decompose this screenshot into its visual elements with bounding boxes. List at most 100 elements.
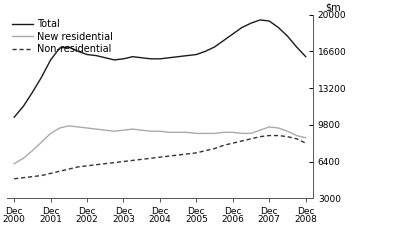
New residential (12, 162, 17, 165)
Non-residential (85, 164, 89, 167)
Total (167, 56, 172, 59)
New residential (121, 129, 126, 131)
Total (57, 47, 62, 49)
Non-residential (167, 155, 172, 158)
Total (230, 33, 235, 35)
Non-residential (294, 137, 299, 140)
New residential (203, 132, 208, 135)
Non-residential (176, 154, 181, 156)
Non-residential (130, 159, 135, 162)
New residential (303, 136, 308, 139)
Non-residential (48, 172, 53, 175)
Non-residential (103, 162, 108, 165)
Total (185, 54, 190, 57)
Non-residential (303, 142, 308, 145)
New residential (57, 127, 62, 129)
New residential (75, 126, 80, 128)
New residential (239, 132, 244, 135)
New residential (139, 129, 144, 131)
Non-residential (194, 151, 199, 154)
Total (12, 116, 17, 118)
Total (285, 35, 290, 37)
Non-residential (66, 168, 71, 170)
Non-residential (230, 142, 235, 145)
New residential (176, 131, 181, 134)
New residential (249, 132, 253, 135)
Non-residential (249, 137, 253, 140)
Non-residential (267, 134, 272, 137)
Total (194, 53, 199, 56)
New residential (167, 131, 172, 134)
New residential (158, 130, 162, 133)
New residential (103, 129, 108, 131)
New residential (48, 132, 53, 135)
Total (66, 46, 71, 48)
New residential (285, 130, 290, 133)
New residential (185, 131, 190, 134)
Non-residential (30, 175, 35, 178)
Total (239, 26, 244, 29)
Total (212, 46, 217, 48)
Total (48, 59, 53, 61)
Non-residential (158, 156, 162, 158)
Non-residential (148, 157, 153, 160)
Non-residential (185, 153, 190, 155)
New residential (66, 124, 71, 127)
Non-residential (139, 158, 144, 161)
Non-residential (39, 174, 44, 177)
Non-residential (258, 135, 262, 138)
Line: Non-residential: Non-residential (14, 136, 306, 179)
Line: Total: Total (14, 20, 306, 117)
Total (39, 76, 44, 79)
New residential (148, 130, 153, 133)
New residential (85, 127, 89, 129)
Total (148, 57, 153, 60)
Non-residential (212, 147, 217, 150)
Total (249, 22, 253, 25)
New residential (39, 141, 44, 143)
Text: $m: $m (325, 3, 341, 13)
Total (94, 54, 98, 57)
New residential (221, 131, 226, 134)
Non-residential (57, 170, 62, 173)
New residential (94, 128, 98, 131)
New residential (112, 130, 117, 133)
Non-residential (221, 144, 226, 147)
Total (203, 50, 208, 53)
Total (276, 26, 281, 29)
Total (303, 55, 308, 58)
New residential (230, 131, 235, 134)
Non-residential (239, 140, 244, 142)
Total (158, 57, 162, 60)
Non-residential (121, 160, 126, 163)
Total (21, 105, 26, 108)
Legend: Total, New residential, Non-residential: Total, New residential, Non-residential (12, 19, 113, 54)
Total (221, 39, 226, 42)
Non-residential (94, 163, 98, 166)
New residential (276, 127, 281, 129)
Non-residential (12, 178, 17, 180)
Total (75, 50, 80, 53)
Non-residential (21, 176, 26, 179)
Non-residential (112, 161, 117, 164)
Total (103, 56, 108, 59)
Total (30, 91, 35, 94)
Total (130, 55, 135, 58)
New residential (294, 134, 299, 137)
Total (112, 59, 117, 61)
Line: New residential: New residential (14, 126, 306, 164)
Total (85, 53, 89, 56)
Total (176, 55, 181, 58)
Non-residential (285, 135, 290, 138)
Total (139, 56, 144, 59)
Total (267, 20, 272, 22)
Total (258, 19, 262, 21)
Non-residential (75, 165, 80, 168)
Total (294, 46, 299, 48)
Total (121, 57, 126, 60)
New residential (258, 129, 262, 131)
New residential (212, 132, 217, 135)
New residential (30, 149, 35, 152)
New residential (21, 157, 26, 160)
New residential (130, 128, 135, 131)
